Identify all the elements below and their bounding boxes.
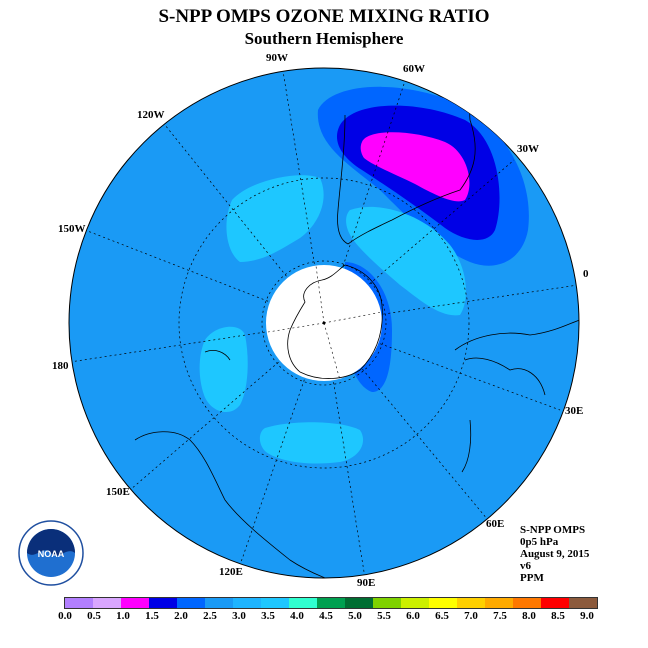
colorbar-tick-label: 7.0 [464,610,478,622]
colorbar-tick-label: 9.0 [580,610,594,622]
colorbar-tick-label: 6.0 [406,610,420,622]
noaa-logo-icon: NOAA [18,520,84,586]
info-units: PPM [520,572,544,584]
lon-label-150w: 150W [58,223,86,235]
colorbar-swatch [541,598,569,608]
lon-label-60e: 60E [486,518,505,530]
colorbar-swatch [233,598,261,608]
lon-label-30e: 30E [565,405,584,417]
colorbar-tick-label: 3.0 [232,610,246,622]
info-sensor: S-NPP OMPS [520,524,586,536]
ozone-contour-3-0-c [199,326,248,413]
colorbar-tick-label: 6.5 [435,610,449,622]
colorbar-tick-label: 3.5 [261,610,275,622]
info-level: 0p5 hPa [520,536,559,548]
colorbar-swatch [513,598,541,608]
colorbar [64,597,598,609]
colorbar-swatch [373,598,401,608]
colorbar-tick-label: 1.5 [145,610,159,622]
map-subtitle: Southern Hemisphere [244,29,404,48]
ozone-contour-3-0-a [226,175,324,262]
colorbar-swatch [401,598,429,608]
ozone-contour-1-0 [360,132,470,202]
colorbar-swatch [149,598,177,608]
colorbar-tick-label: 4.5 [319,610,333,622]
colorbar-swatch [177,598,205,608]
colorbar-tick-label: 2.0 [174,610,188,622]
colorbar-tick-label: 0.5 [87,610,101,622]
colorbar-tick-label: 0.0 [58,610,72,622]
map-title: S-NPP OMPS OZONE MIXING RATIO [158,6,490,27]
colorbar-swatch [457,598,485,608]
info-version: v6 [520,560,531,572]
colorbar-swatch [121,598,149,608]
lon-label-60w: 60W [403,63,425,75]
lon-label-180: 180 [52,360,69,372]
colorbar-tick-label: 5.0 [348,610,362,622]
lon-label-30w: 30W [517,143,539,155]
lon-label-90w: 90W [266,52,288,64]
lon-label-120e: 120E [219,566,243,578]
colorbar-swatch [317,598,345,608]
colorbar-swatch [345,598,373,608]
ozone-contour-3-0-b [346,206,466,316]
colorbar-swatch [429,598,457,608]
colorbar-tick-label: 4.0 [290,610,304,622]
lon-label-120w: 120W [137,109,165,121]
info-date: August 9, 2015 [520,548,590,560]
colorbar-swatch [93,598,121,608]
colorbar-tick-label: 8.0 [522,610,536,622]
info-block: S-NPP OMPS 0p5 hPa August 9, 2015 v6 PPM [520,524,589,584]
colorbar-swatch [65,598,93,608]
colorbar-swatch [205,598,233,608]
colorbar-swatch [261,598,289,608]
antarctica-coastline [287,264,383,379]
colorbar-swatch [289,598,317,608]
colorbar-swatch [485,598,513,608]
logo-text: NOAA [38,549,65,559]
lon-label-90e: 90E [357,577,376,589]
colorbar-tick-label: 1.0 [116,610,130,622]
colorbar-tick-label: 2.5 [203,610,217,622]
coastlines [134,71,579,578]
lon-label-150e: 150E [106,486,130,498]
lon-label-0: 0 [583,268,589,280]
colorbar-ticks: 0.0 0.5 1.0 1.5 2.0 2.5 3.0 3.5 4.0 4.5 5.0 5.5 6.0 6… [50,610,610,624]
colorbar-tick-label: 5.5 [377,610,391,622]
colorbar-swatch [569,598,597,608]
colorbar-tick-label: 7.5 [493,610,507,622]
colorbar-tick-label: 8.5 [551,610,565,622]
